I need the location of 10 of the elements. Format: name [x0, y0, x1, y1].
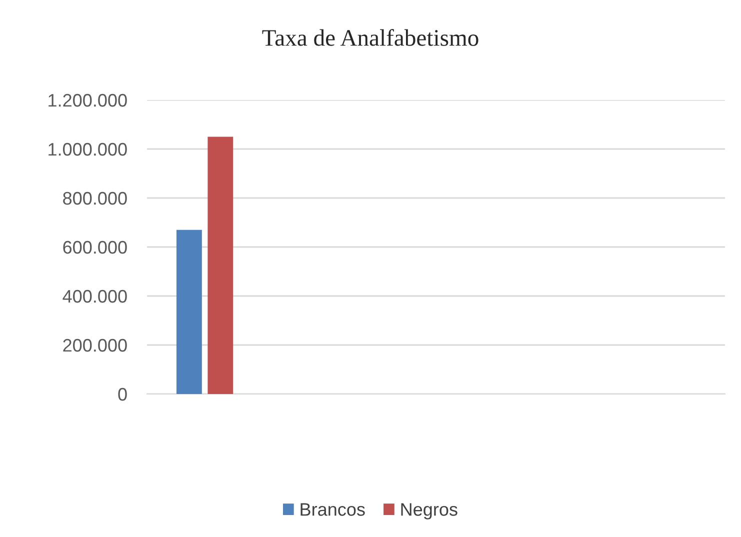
y-tick-label: 600.000 [63, 240, 127, 254]
legend-label: Negros [401, 503, 458, 520]
y-tick-label: 400.000 [62, 290, 127, 303]
y-tick-label: 1.000.000 [48, 142, 127, 156]
legend-label: Brancos [300, 503, 365, 516]
y-tick-label: 0 [118, 388, 127, 401]
chart-title: Taxa de Analfabetismo [262, 29, 478, 46]
y-tick-label: 800.000 [63, 192, 127, 205]
y-tick-label: 200.000 [63, 338, 127, 352]
y-tick-label: 1.200.000 [48, 94, 127, 107]
